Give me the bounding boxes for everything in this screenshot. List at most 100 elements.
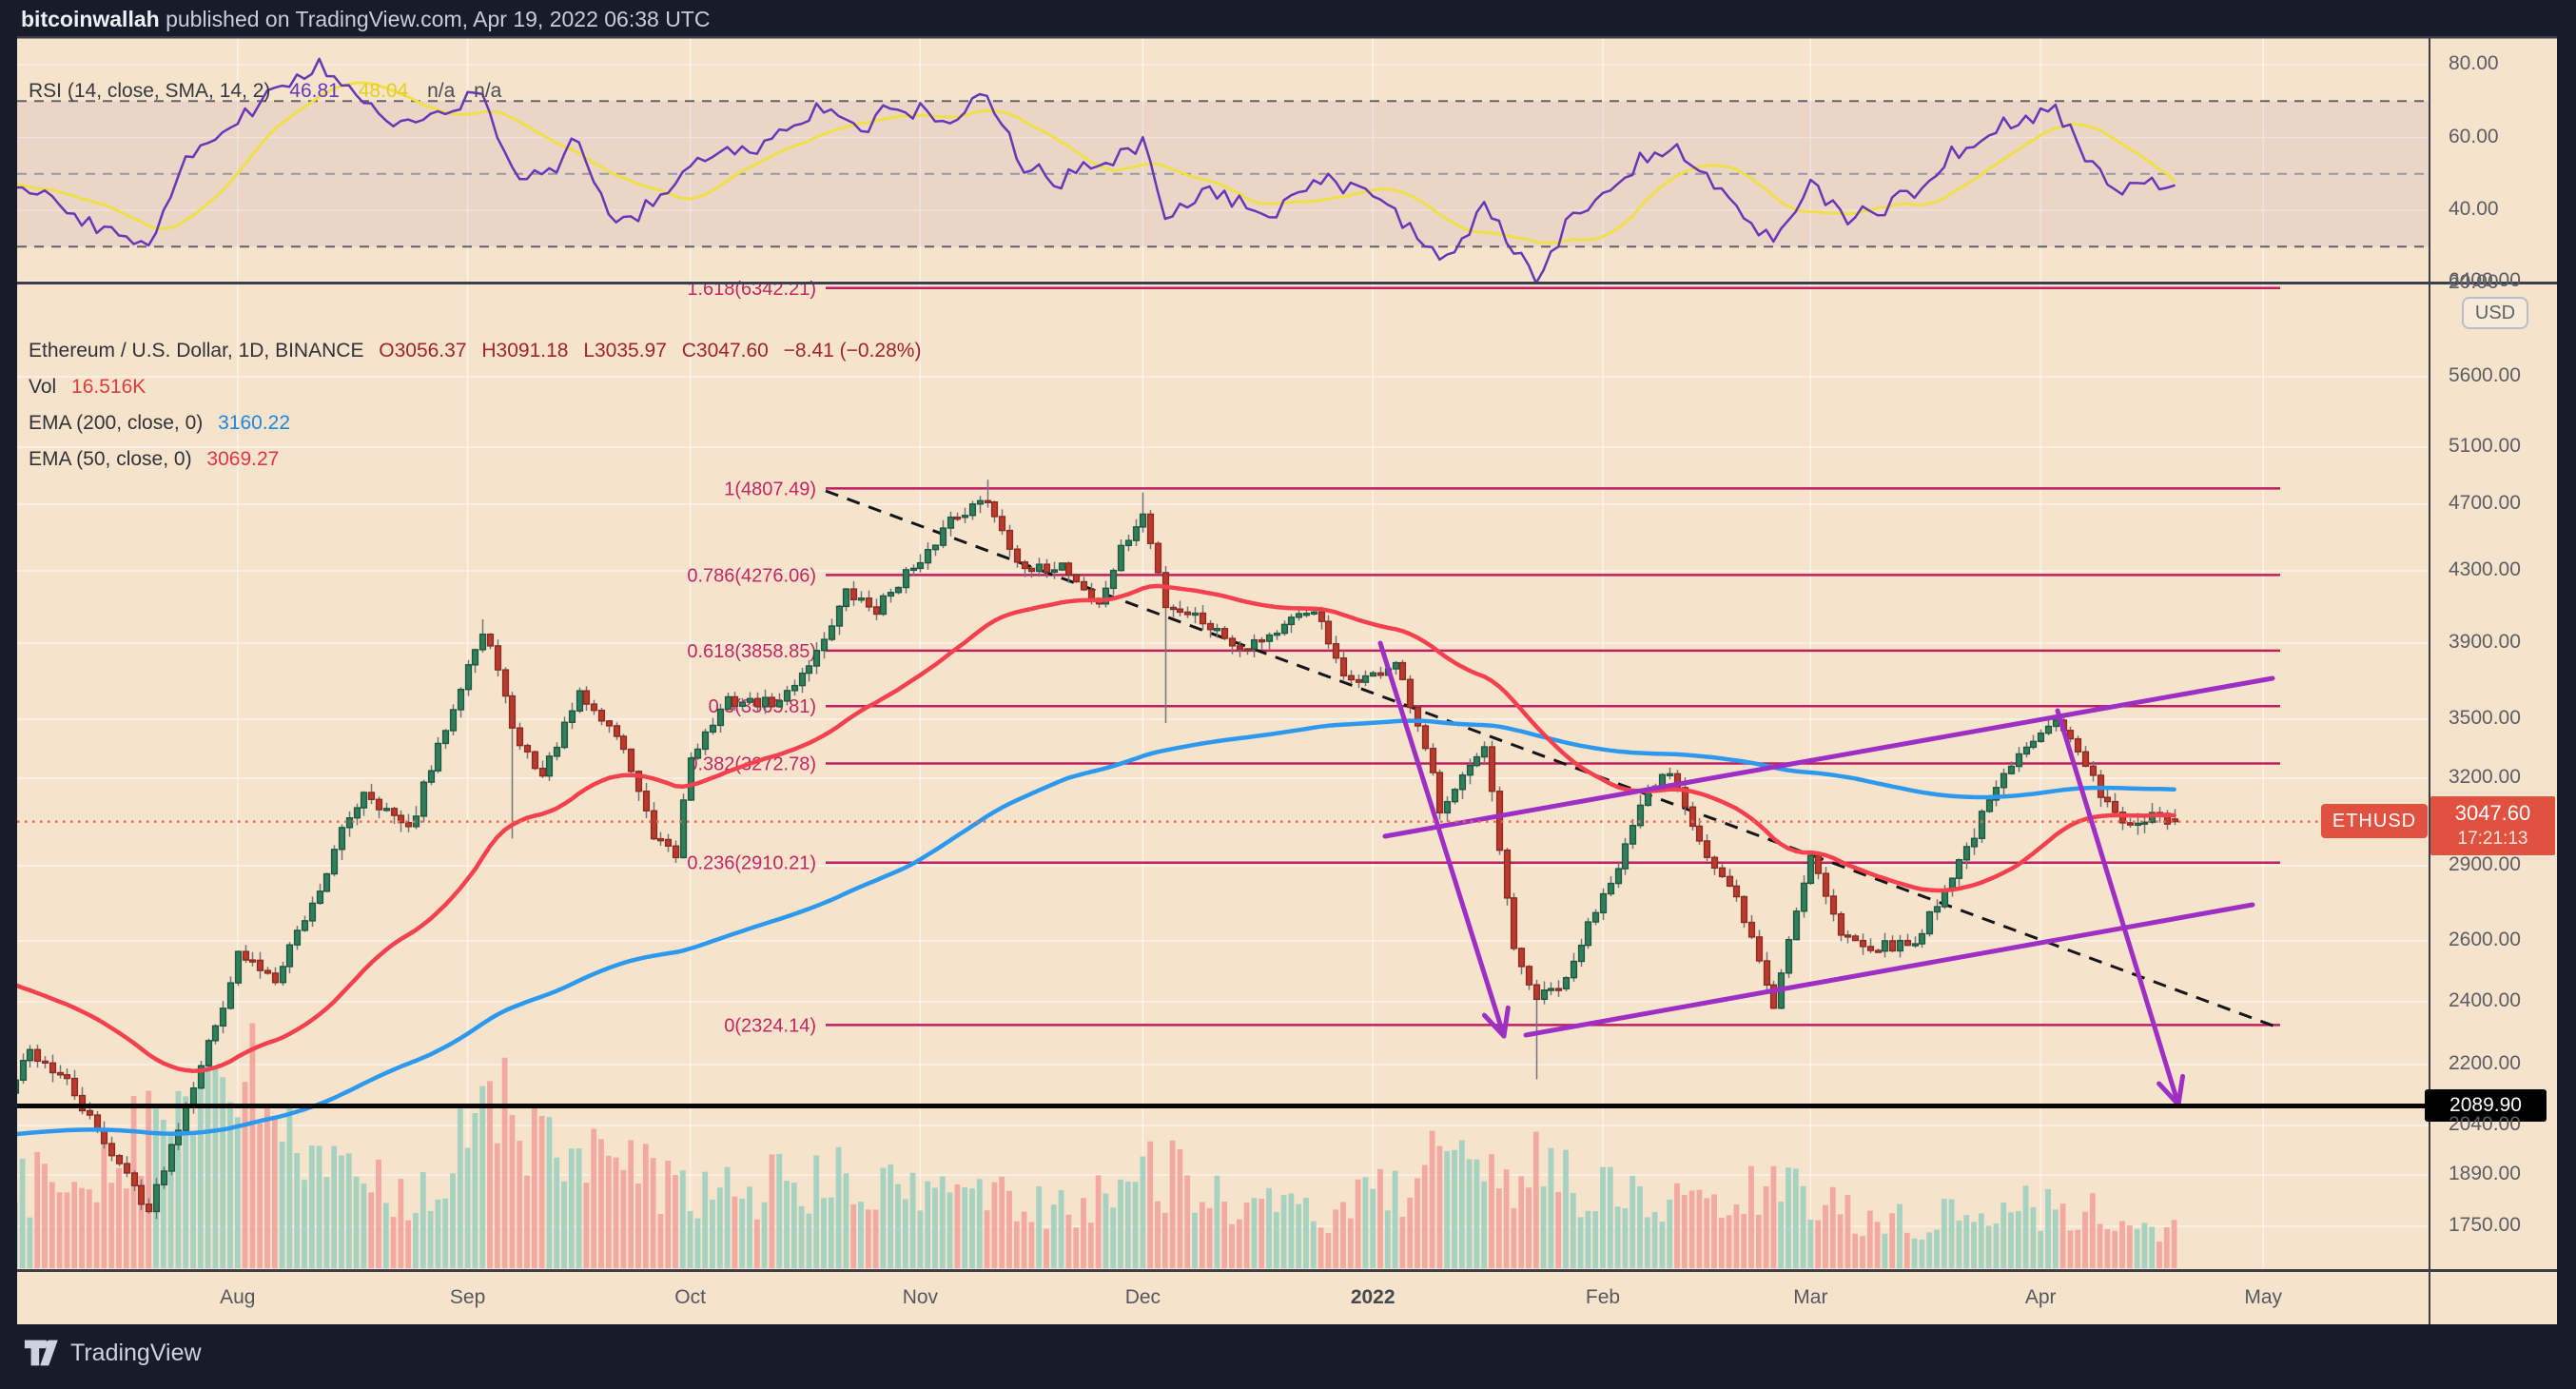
price-axis-label: 2900.00 — [2449, 853, 2521, 875]
volume-bar — [331, 1145, 338, 1268]
ema50-line[interactable] — [8, 583, 2176, 1073]
candle-up — [790, 684, 799, 692]
candle-down — [1903, 939, 1912, 947]
breakdown-arrow-left[interactable] — [1377, 640, 1511, 1039]
candle-up — [1636, 804, 1645, 827]
candle-up — [709, 724, 717, 734]
volume-bar — [576, 1148, 582, 1268]
volume-bar — [205, 1051, 211, 1268]
volume-bar — [1919, 1239, 1925, 1268]
volume-bar — [1169, 1140, 1176, 1268]
volume-bar — [413, 1212, 419, 1268]
volume-bar — [167, 1133, 174, 1268]
volume-bar — [1036, 1185, 1043, 1268]
candle-up — [553, 746, 561, 757]
candle-down — [2111, 800, 2119, 813]
candle-down — [1874, 949, 1883, 953]
candle-down — [1228, 637, 1237, 647]
volume-bar — [1607, 1166, 1613, 1268]
volume-bar — [1415, 1178, 1420, 1268]
volume-bar — [227, 1102, 233, 1268]
candle-down — [6, 1084, 11, 1093]
candle-down — [1332, 642, 1340, 659]
currency-toggle[interactable]: USD — [2462, 297, 2528, 329]
volume-bar — [56, 1192, 63, 1268]
volume-bar — [308, 1145, 315, 1268]
volume-bar — [1600, 1166, 1606, 1268]
candle-up — [17, 1079, 20, 1094]
volume-bar — [1081, 1198, 1086, 1268]
candle-up — [1139, 513, 1147, 528]
candle-down — [242, 950, 250, 961]
candle-up — [738, 701, 747, 708]
candle-down — [41, 1060, 49, 1065]
volume-bar — [2045, 1189, 2051, 1268]
volume-bar — [650, 1158, 656, 1268]
candle-down — [642, 790, 651, 812]
rsi-sma-line[interactable] — [8, 81, 2176, 245]
candle-down — [49, 1062, 57, 1074]
volume-bar — [27, 1217, 33, 1268]
volume-bar — [1407, 1197, 1414, 1268]
candle-down — [1822, 872, 1830, 897]
volume-bar — [1259, 1198, 1265, 1268]
volume-bar — [976, 1179, 983, 1268]
fib-label: 0.618(3858.85) — [687, 641, 816, 662]
volume-bar — [2104, 1228, 2111, 1268]
volume-bar — [146, 1090, 152, 1268]
volume-bar — [1199, 1202, 1205, 1268]
candle-down — [768, 696, 776, 708]
trend-channel-bottom[interactable] — [1523, 902, 2255, 1038]
volume-bar — [2008, 1212, 2014, 1268]
candle-down — [33, 1048, 42, 1063]
dashed-trendline[interactable] — [825, 489, 2276, 1028]
volume-bar — [1993, 1223, 2000, 1268]
candle-up — [338, 827, 346, 851]
volume-bar — [405, 1220, 412, 1268]
candle-down — [508, 694, 517, 729]
volume-bar — [450, 1173, 456, 1268]
volume-bar — [1667, 1199, 1673, 1268]
volume-bar — [1429, 1130, 1435, 1268]
ema200-line[interactable] — [8, 718, 2176, 1137]
candle-up — [946, 516, 955, 529]
candle-down — [1161, 572, 1170, 609]
candle-down — [953, 516, 962, 520]
volume-bar — [605, 1155, 612, 1268]
breakdown-arrow-right[interactable] — [2055, 708, 2186, 1107]
trend-channel-top[interactable] — [1382, 675, 2275, 839]
volume-bar — [1087, 1223, 1094, 1268]
candle-up — [902, 569, 910, 589]
volume-bar — [2156, 1241, 2162, 1268]
volume-bar — [828, 1197, 834, 1268]
bar-countdown: 17:21:13 — [2457, 829, 2528, 849]
volume-bar — [969, 1188, 975, 1268]
candle-down — [1206, 622, 1215, 631]
volume-bar — [1711, 1194, 1717, 1268]
volume-bar — [509, 1115, 516, 1268]
candle-up — [879, 595, 888, 616]
volume-bar — [427, 1210, 434, 1268]
candle-up — [1443, 800, 1452, 814]
candle-down — [367, 792, 376, 800]
volume-bar — [2015, 1211, 2021, 1268]
candle-up — [1918, 932, 1926, 945]
volume-bar — [2075, 1229, 2081, 1268]
rsi-line[interactable] — [8, 57, 2176, 284]
volume-bar — [79, 1187, 85, 1268]
volume-bar — [932, 1187, 938, 1268]
candle-up — [931, 544, 940, 551]
volume-bar — [1473, 1159, 1480, 1268]
volume-bar — [1370, 1188, 1376, 1268]
candle-down — [115, 1155, 124, 1164]
volume-bar — [1786, 1167, 1791, 1268]
volume-bar — [628, 1140, 634, 1268]
candle-down — [1503, 849, 1512, 899]
candle-down — [1510, 897, 1518, 949]
candle-up — [234, 950, 243, 984]
candle-down — [990, 501, 999, 518]
volume-bar — [1681, 1195, 1688, 1268]
volume-bar — [1006, 1190, 1012, 1268]
candle-up — [1896, 939, 1904, 952]
